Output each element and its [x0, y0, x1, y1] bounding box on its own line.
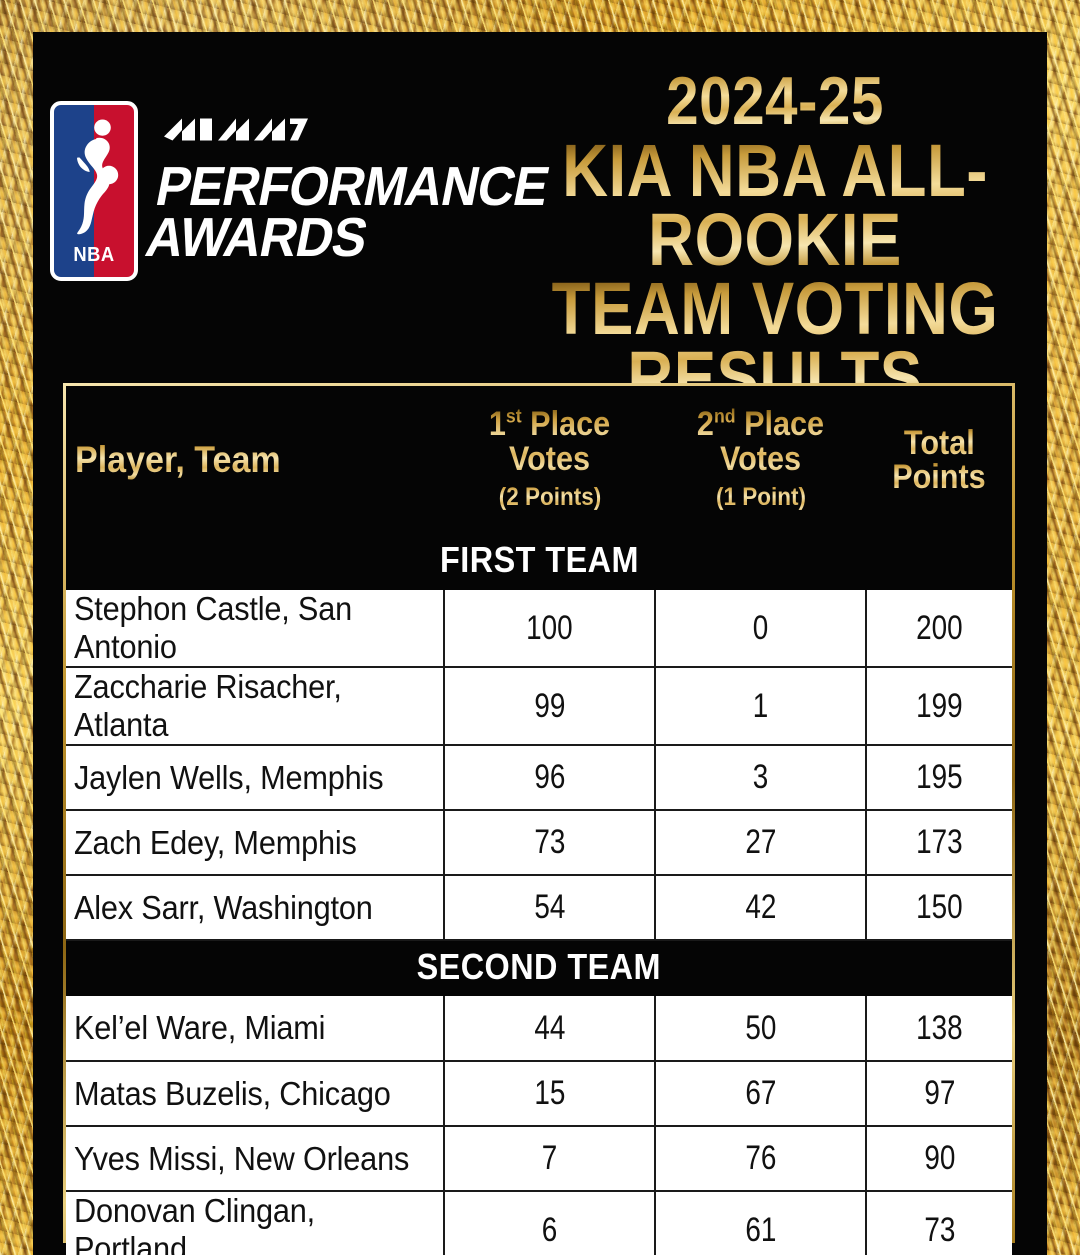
performance-awards-title: PERFORMANCE AWARDS: [141, 155, 554, 268]
column-header-player: Player, Team: [66, 386, 444, 534]
second-place-votes-sublabel: (1 Point): [716, 482, 806, 513]
column-header-player-label: Player, Team: [75, 439, 281, 480]
cell-player-team: Kel’el Ware, Miami: [66, 996, 445, 1062]
table-row: Kel’el Ware, Miami 44 50 138: [66, 996, 1012, 1062]
total-points-label-line1: Total: [903, 424, 975, 462]
table-row: Yves Missi, New Orleans 7 76 90: [66, 1126, 1012, 1192]
table-row: Stephon Castle, San Antonio 100 0 200: [66, 590, 1012, 668]
table-row: Donovan Clingan, Portland 6 61 73: [66, 1191, 1012, 1255]
column-header-first-place-votes: 1st Place Votes (2 Points): [444, 386, 655, 534]
nba-logo-wordmark: NBA: [73, 244, 115, 266]
cell-first-place-votes: 44: [444, 996, 656, 1062]
cell-total-points: 150: [866, 875, 1012, 941]
cell-first-place-votes: 7: [444, 1126, 656, 1192]
column-header-total-points: Total Points: [866, 386, 1012, 534]
title-season: 2024-25: [551, 67, 998, 135]
cell-player-team: Alex Sarr, Washington: [66, 875, 445, 941]
table-row: Jaylen Wells, Memphis 96 3 195: [66, 745, 1012, 811]
cell-second-place-votes: 61: [655, 1191, 867, 1255]
section-banner-label: SECOND TEAM: [66, 940, 1012, 996]
card-header: NBA PERFORMANCE AWARDS 2024-25 KIA NBA A…: [33, 32, 1047, 414]
cell-player-team: Jaylen Wells, Memphis: [66, 745, 445, 811]
cell-total-points: 97: [866, 1061, 1012, 1127]
cell-second-place-votes: 3: [655, 745, 867, 811]
total-points-label-line2: Points: [892, 458, 986, 496]
cell-total-points: 200: [866, 590, 1012, 668]
section-banner: SECOND TEAM: [66, 940, 1012, 996]
cell-first-place-votes: 100: [444, 590, 656, 668]
section-banner-label: FIRST TEAM: [66, 534, 1012, 590]
cell-player-team: Yves Missi, New Orleans: [66, 1126, 445, 1192]
table-row: Zaccharie Risacher, Atlanta 99 1 199: [66, 667, 1012, 746]
section-banner: FIRST TEAM: [66, 534, 1012, 590]
cell-first-place-votes: 99: [444, 667, 656, 746]
table-header-row: Player, Team 1st Place Votes (2 Points) …: [66, 386, 1012, 534]
cell-second-place-votes: 50: [655, 996, 867, 1062]
cell-second-place-votes: 0: [655, 590, 867, 668]
second-place-votes-label: 2nd Place Votes: [666, 407, 856, 476]
cell-first-place-votes: 15: [444, 1061, 656, 1127]
results-card: NBA PERFORMANCE AWARDS 2024-25 KIA NBA A…: [33, 32, 1047, 1255]
cell-player-team: Stephon Castle, San Antonio: [66, 590, 445, 668]
cell-total-points: 73: [866, 1191, 1012, 1255]
table-body: FIRST TEAM Stephon Castle, San Antonio 100…: [66, 534, 1012, 1255]
first-place-votes-sublabel: (2 Points): [498, 482, 601, 513]
voting-results-table-frame: Player, Team 1st Place Votes (2 Points) …: [63, 383, 1015, 1255]
cell-second-place-votes: 1: [655, 667, 867, 746]
cell-second-place-votes: 27: [655, 810, 867, 876]
page-title: 2024-25 KIA NBA ALL-ROOKIE TEAM VOTING R…: [515, 67, 1035, 414]
first-place-votes-label: 1st Place Votes: [455, 407, 645, 476]
table-row: Alex Sarr, Washington 54 42 150: [66, 875, 1012, 941]
cell-player-team: Zach Edey, Memphis: [66, 810, 445, 876]
cell-total-points: 90: [866, 1126, 1012, 1192]
cell-second-place-votes: 42: [655, 875, 867, 941]
nba-logo-icon: NBA: [50, 101, 138, 281]
cell-player-team: Donovan Clingan, Portland: [66, 1191, 445, 1255]
table-head: Player, Team 1st Place Votes (2 Points) …: [66, 386, 1012, 534]
cell-first-place-votes: 54: [444, 875, 656, 941]
cell-player-team: Zaccharie Risacher, Atlanta: [66, 667, 445, 746]
awards-line-1: PERFORMANCE: [151, 155, 554, 217]
brand-lockup: NBA PERFORMANCE AWARDS: [50, 101, 582, 281]
cell-total-points: 173: [866, 810, 1012, 876]
cell-first-place-votes: 6: [444, 1191, 656, 1255]
cell-first-place-votes: 96: [444, 745, 656, 811]
cell-player-team: Matas Buzelis, Chicago: [66, 1061, 445, 1127]
column-header-second-place-votes: 2nd Place Votes (1 Point): [655, 386, 866, 534]
awards-line-2: AWARDS: [141, 205, 373, 268]
table-row: Zach Edey, Memphis 73 27 173: [66, 810, 1012, 876]
cell-second-place-votes: 76: [655, 1126, 867, 1192]
kia-wordmark-icon: [164, 118, 308, 141]
voting-results-table: Player, Team 1st Place Votes (2 Points) …: [66, 386, 1012, 1255]
kia-awards-lockup: PERFORMANCE AWARDS: [141, 101, 582, 268]
title-line-1: KIA NBA ALL-ROOKIE: [551, 134, 998, 277]
cell-total-points: 199: [866, 667, 1012, 746]
cell-total-points: 138: [866, 996, 1012, 1062]
cell-second-place-votes: 67: [655, 1061, 867, 1127]
cell-first-place-votes: 73: [444, 810, 656, 876]
cell-total-points: 195: [866, 745, 1012, 811]
table-row: Matas Buzelis, Chicago 15 67 97: [66, 1061, 1012, 1127]
